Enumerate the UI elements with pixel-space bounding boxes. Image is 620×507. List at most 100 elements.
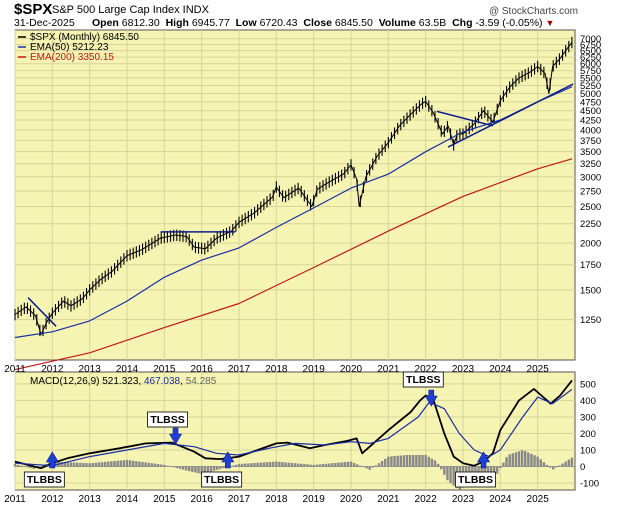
histogram-bar	[72, 462, 76, 467]
macd-legend-hist: 54.285	[186, 376, 217, 387]
histogram-bar	[508, 454, 511, 467]
histogram-bar	[346, 461, 350, 467]
histogram-bar	[244, 463, 247, 467]
macd-line	[14, 379, 573, 470]
histogram-bar	[555, 466, 558, 468]
histogram-bar	[272, 461, 275, 467]
callout-label: TLBBS	[27, 474, 62, 486]
histogram-bar	[284, 462, 287, 467]
histogram-bar	[359, 465, 362, 467]
macd-y-tick-label: -100	[580, 479, 599, 490]
y-tick-label: 4750	[580, 97, 601, 108]
histogram-bar	[219, 466, 222, 469]
y-tick-label: 1500	[580, 285, 601, 296]
signal-line	[14, 388, 573, 467]
y-tick-label: 3250	[580, 159, 601, 170]
x-tick-label: 2022	[415, 364, 438, 375]
signal-callout: TLBBS	[23, 451, 65, 488]
callout-label: TLBSS	[150, 414, 184, 426]
histogram-bar	[231, 465, 234, 467]
histogram-bar	[421, 454, 424, 467]
histogram-bar	[16, 464, 20, 467]
histogram-bar	[296, 463, 300, 467]
macd-y-tick-label: 400	[580, 396, 596, 407]
histogram-bar	[110, 461, 113, 467]
high-value: 6945.77	[191, 17, 230, 29]
x-tick-label: 2013	[79, 494, 102, 505]
legend-ema200: EMA(200) 3350.15	[30, 52, 114, 63]
histogram-bar	[100, 462, 104, 467]
histogram-bar	[113, 461, 116, 467]
x-tick-label: 2011	[4, 494, 26, 505]
histogram-bar	[390, 456, 393, 467]
x-tick-label: 2015	[153, 494, 176, 505]
histogram-bar	[402, 455, 406, 467]
histogram-bar	[415, 454, 418, 467]
x-tick-label: 2014	[116, 364, 139, 375]
histogram-bar	[32, 466, 35, 469]
histogram-bar	[384, 458, 387, 467]
histogram-bar	[340, 462, 343, 467]
symbol-description: S&P 500 Large Cap Index INDX	[52, 4, 209, 16]
histogram-bar	[548, 466, 552, 468]
histogram-bar	[418, 454, 421, 467]
histogram-bar	[66, 462, 70, 467]
histogram-bar	[256, 462, 259, 467]
histogram-bar	[41, 465, 45, 467]
arrow-down-icon	[169, 427, 183, 445]
histogram-bar	[399, 455, 402, 467]
macd-y-tick-label: 100	[580, 446, 596, 457]
open-value: 6812.30	[121, 17, 160, 29]
histogram-bar	[290, 462, 294, 467]
signal-callout: TLBBS	[455, 451, 496, 488]
price-legend: $SPX (Monthly) 6845.50 EMA(50) 5212.23 E…	[18, 32, 139, 63]
y-tick-label: 5000	[580, 89, 601, 100]
y-tick-label: 2750	[580, 186, 601, 197]
histogram-bar	[128, 460, 132, 467]
histogram-bar	[29, 466, 32, 469]
histogram-bar	[321, 464, 325, 467]
y-tick-label: 6750	[580, 40, 601, 51]
histogram-bar	[191, 466, 194, 472]
x-tick-label: 2024	[489, 494, 512, 505]
x-tick-label: 2018	[265, 494, 288, 505]
histogram-bar	[312, 464, 315, 467]
x-tick-label: 2022	[415, 494, 438, 505]
histogram-bar	[85, 463, 88, 467]
x-tick-label: 2011	[4, 364, 26, 375]
legend-price: $SPX (Monthly) 6845.50	[30, 32, 139, 43]
chart-header: $SPX S&P 500 Large Cap Index INDX @ Stoc…	[0, 0, 620, 30]
histogram-bar	[430, 458, 434, 467]
y-tick-label: 2500	[580, 202, 601, 213]
histogram-bar	[147, 462, 150, 467]
histogram-bar	[247, 463, 250, 467]
macd-legend-label: MACD(12,26,9)	[30, 376, 99, 387]
histogram-bar	[76, 462, 79, 467]
down-triangle-icon: ▼	[545, 18, 555, 28]
histogram-bar	[433, 460, 437, 467]
histogram-bar	[315, 464, 318, 467]
histogram-bar	[172, 466, 175, 468]
x-tick-label: 2018	[265, 364, 288, 375]
x-tick-label: 2021	[377, 364, 400, 375]
histogram-bar	[212, 466, 216, 471]
histogram-bar	[150, 463, 154, 467]
histogram-bar	[343, 462, 346, 467]
histogram-bar	[259, 462, 262, 467]
histogram-bar	[449, 466, 452, 484]
histogram-bar	[13, 464, 17, 467]
histogram-bar	[178, 466, 182, 469]
histogram-bar	[268, 461, 272, 467]
histogram-bar	[281, 462, 284, 467]
histogram-bar	[54, 461, 57, 467]
x-tick-label: 2014	[116, 494, 139, 505]
histogram-bar	[539, 459, 542, 467]
histogram-bar	[496, 466, 499, 474]
histogram-bar	[502, 462, 505, 467]
histogram-bar	[166, 465, 169, 467]
histogram-bar	[536, 456, 539, 467]
histogram-bar	[408, 454, 412, 467]
credit-label: @ StockCharts.com	[488, 6, 578, 17]
callout-box	[147, 411, 188, 428]
